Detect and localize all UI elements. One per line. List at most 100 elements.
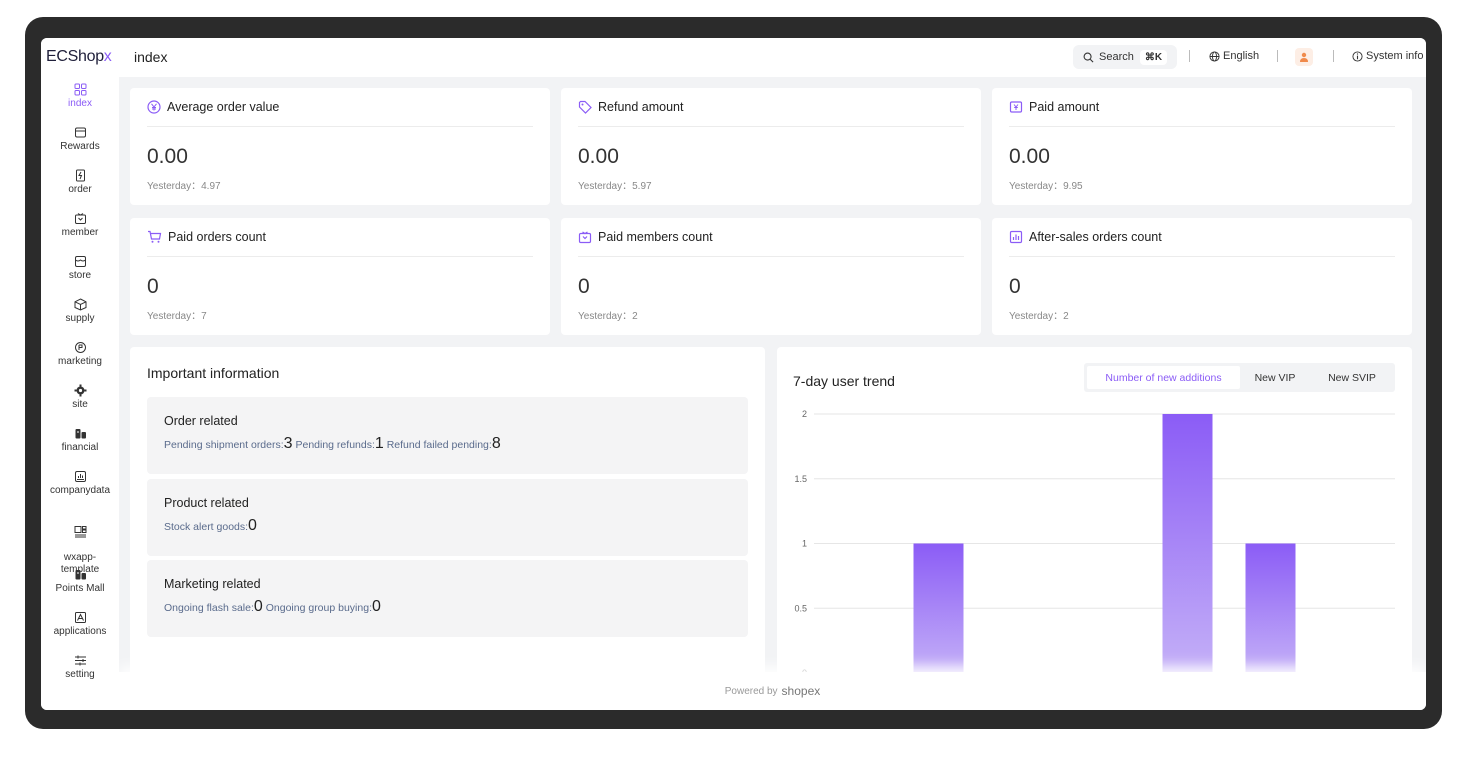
stat-title-text: Paid members count — [598, 230, 713, 244]
sidebar-item-financial[interactable]: financial — [41, 427, 119, 453]
sidebar-item-wxapp-template[interactable]: wxapp- template — [41, 513, 119, 576]
language-label: English — [1223, 50, 1260, 62]
sidebar-item-store[interactable]: store — [41, 255, 119, 281]
template-icon — [74, 526, 86, 538]
sidebar-item-label: store — [68, 270, 92, 281]
stat-yesterday: Yesterday：4.97 — [147, 181, 221, 192]
chart-bar[interactable] — [1245, 543, 1296, 674]
item-value[interactable]: 0 — [371, 598, 381, 615]
tag-icon — [578, 100, 592, 114]
mall-icon — [75, 570, 86, 580]
trend-bar-chart: 00.511.52 — [794, 409, 1395, 678]
tab-new-svip[interactable]: New SVIP — [1328, 371, 1376, 384]
divider — [147, 126, 533, 127]
sidebar-item-label: site — [72, 399, 88, 410]
search-label: Search — [1099, 51, 1134, 63]
stat-value: 0 — [1009, 275, 1021, 298]
stat-yesterday: Yesterday：2 — [578, 311, 638, 322]
stat-yesterday: Yesterday：5.97 — [578, 181, 652, 192]
search-shortcut: ⌘K — [1139, 49, 1168, 65]
user-icon — [1300, 52, 1308, 62]
sidebar-item-label: wxapp- template — [60, 552, 100, 575]
item-label[interactable]: Ongoing flash sale: — [164, 602, 254, 614]
y-tick-label: 1 — [802, 539, 807, 549]
chart-title: 7-day user trend — [793, 373, 895, 389]
divider — [578, 256, 964, 257]
sidebar-item-setting[interactable]: setting — [41, 654, 119, 680]
sidebar-item-applications[interactable]: applications — [41, 611, 119, 637]
item-label[interactable]: Refund failed pending: — [386, 439, 492, 451]
divider — [1189, 50, 1190, 62]
stat-value: 0.00 — [1009, 145, 1050, 168]
important-information-title: Important information — [147, 365, 280, 381]
sidebar-item-companydata[interactable]: companydata — [41, 470, 119, 496]
top-bar: ECShopx index Search ⌘K English System i… — [41, 38, 1426, 77]
item-value[interactable]: 0 — [253, 598, 263, 615]
stat-title: After-sales orders count — [1009, 230, 1162, 244]
item-value[interactable]: 8 — [491, 435, 501, 452]
sidebar-item-label: companydata — [49, 485, 111, 496]
sidebar-item-supply[interactable]: supply — [41, 298, 119, 324]
product-related-box: Product related Stock alert goods:0 — [147, 479, 748, 556]
y-tick-label: 2 — [802, 409, 807, 419]
footer-brand-logo: shopex — [781, 684, 821, 698]
sidebar-item-marketing[interactable]: marketing — [41, 341, 119, 367]
sidebar-item-label: Points Mall — [55, 583, 105, 594]
sidebar-item-site[interactable]: site — [41, 384, 119, 410]
search-icon — [1083, 52, 1094, 62]
system-info-button[interactable]: System info — [1352, 50, 1423, 62]
stat-yesterday: Yesterday：9.95 — [1009, 181, 1083, 192]
footer-powered-by: Powered by — [724, 685, 778, 697]
stat-title: Paid orders count — [147, 230, 266, 244]
y-tick-label: 0.5 — [794, 603, 807, 613]
stat-card-paid-members-count: Paid members count 0 Yesterday：2 — [561, 218, 981, 335]
sidebar-item-label: applications — [53, 626, 107, 637]
sidebar: index Rewards order member store supply … — [41, 77, 119, 710]
member-icon — [74, 213, 86, 224]
financial-icon — [75, 429, 86, 439]
language-selector[interactable]: English — [1209, 50, 1259, 62]
grid-icon — [74, 83, 86, 96]
tab-new-additions[interactable]: Number of new additions — [1087, 366, 1240, 389]
item-label[interactable]: Stock alert goods: — [164, 521, 249, 533]
item-value[interactable]: 1 — [374, 435, 384, 452]
yen-icon — [147, 100, 161, 114]
sidebar-item-points-mall[interactable]: Points Mall — [41, 568, 119, 594]
avatar[interactable] — [1295, 48, 1313, 66]
search-button[interactable]: Search ⌘K — [1073, 45, 1177, 69]
apps-icon — [74, 612, 86, 623]
marketing-icon — [74, 342, 86, 353]
app-logo[interactable]: ECShopx — [46, 48, 112, 66]
sidebar-item-order[interactable]: order — [41, 169, 119, 195]
item-label[interactable]: Pending refunds: — [295, 439, 375, 451]
stat-value: 0.00 — [147, 145, 188, 168]
section-items: Stock alert goods:0 — [164, 517, 257, 535]
system-info-label: System info — [1366, 50, 1424, 62]
chart-bar[interactable] — [913, 543, 964, 674]
chart-bar[interactable] — [1162, 414, 1213, 673]
section-heading: Product related — [164, 496, 249, 510]
sidebar-item-label: marketing — [58, 356, 102, 367]
sidebar-item-label: setting — [65, 669, 95, 680]
order-icon — [75, 169, 85, 182]
divider — [578, 126, 964, 127]
order-related-box: Order related Pending shipment orders:3 … — [147, 397, 748, 474]
section-heading: Order related — [164, 414, 238, 428]
tab-new-vip[interactable]: New VIP — [1254, 371, 1296, 384]
logo-text: ECShop — [46, 48, 104, 65]
sidebar-item-member[interactable]: member — [41, 212, 119, 238]
stat-title: Refund amount — [578, 100, 683, 114]
stat-value: 0 — [147, 275, 159, 298]
item-label[interactable]: Ongoing group buying: — [265, 602, 372, 614]
item-value[interactable]: 0 — [248, 517, 257, 534]
marketing-related-box: Marketing related Ongoing flash sale:0 O… — [147, 560, 748, 637]
sidebar-item-label: financial — [61, 442, 99, 453]
y-tick-label: 1.5 — [794, 474, 807, 484]
sidebar-item-index[interactable]: index — [41, 83, 119, 109]
item-value[interactable]: 3 — [283, 435, 293, 452]
sidebar-item-rewards[interactable]: Rewards — [41, 126, 119, 152]
member-card-icon — [578, 231, 592, 244]
item-label[interactable]: Pending shipment orders: — [164, 439, 284, 451]
stat-value: 0 — [578, 275, 590, 298]
divider — [1009, 126, 1395, 127]
